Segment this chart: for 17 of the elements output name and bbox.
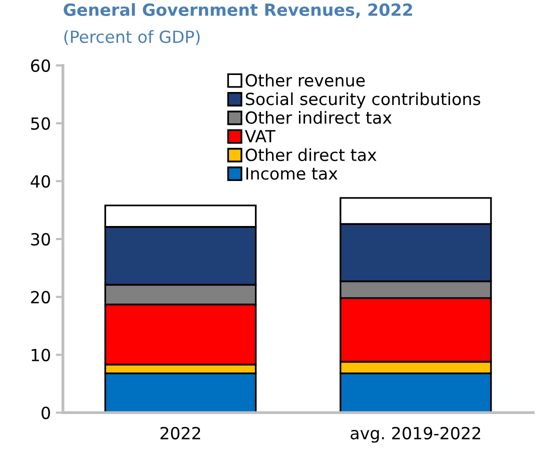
legend-label: VAT	[244, 130, 276, 142]
legend-label: Other revenue	[246, 74, 365, 87]
legend-label: Income tax	[246, 167, 338, 180]
y-tick-label: 20	[31, 290, 50, 304]
y-tick-label: 10	[32, 348, 50, 362]
chart-title: General Government Revenues, 2022	[64, 3, 412, 18]
legend-label: Social security contributions	[246, 92, 480, 108]
x-tick-label: avg. 2019-2022	[350, 426, 480, 443]
legend-label: Other direct tax	[246, 148, 376, 162]
y-tick-label: 0	[42, 406, 50, 420]
x-tick-label: 2022	[160, 426, 200, 440]
y-tick-label: 30	[31, 232, 50, 246]
chart-subtitle: (Percent of GDP)	[64, 30, 200, 46]
legend-label: Other indirect tax	[246, 110, 392, 124]
y-tick-label: 40	[30, 175, 50, 188]
y-tick-label: 60	[31, 59, 50, 72]
y-tick-label: 50	[31, 117, 50, 130]
